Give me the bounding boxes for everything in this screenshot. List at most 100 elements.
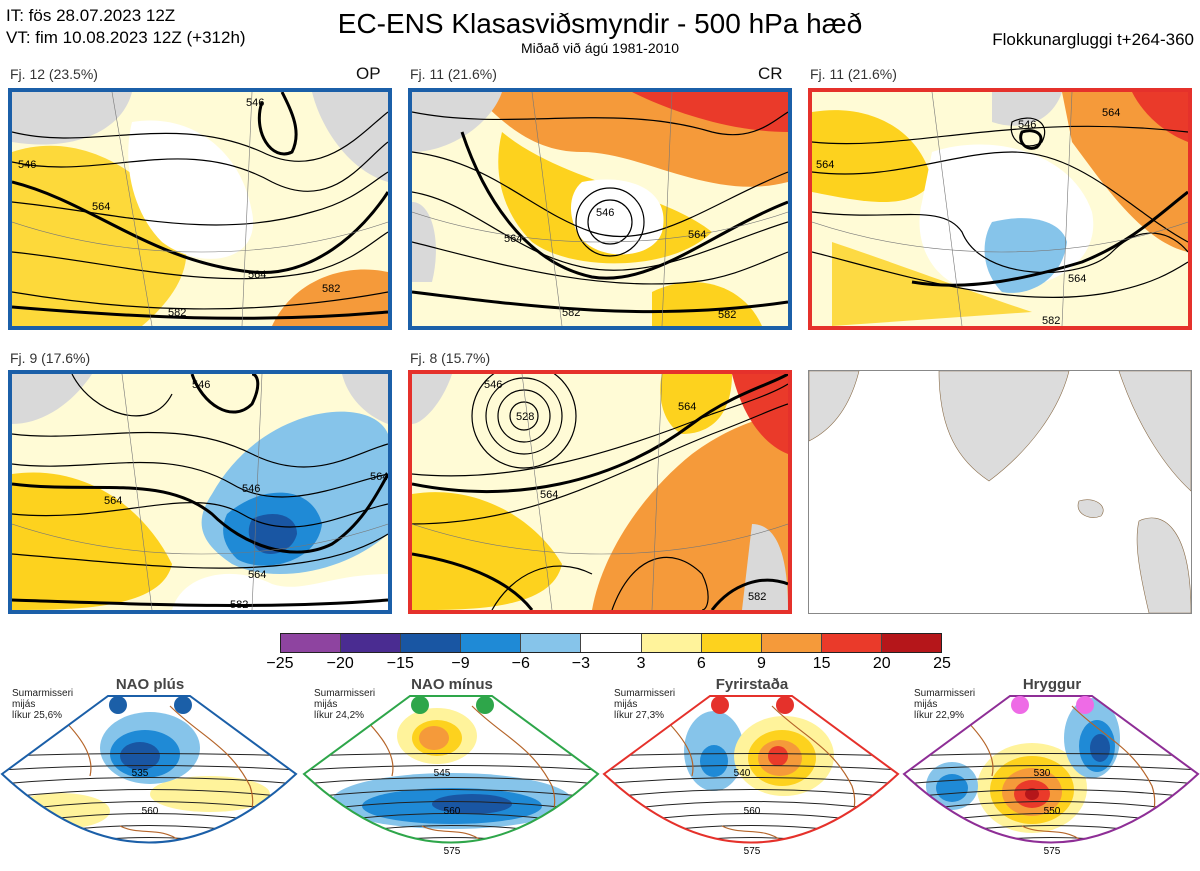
regime-fan-map: 530 550 575: [902, 695, 1200, 862]
contour-label: 560: [444, 806, 461, 817]
valid-time: VT: fim 10.08.2023 12Z (+312h): [6, 28, 246, 47]
contour-label: 564: [816, 159, 834, 171]
panel-1-label: Fj. 12 (23.5%): [10, 66, 98, 82]
colorbar-swatch: [821, 634, 882, 652]
height-contour: [2, 789, 296, 799]
contour-label: 560: [744, 806, 761, 817]
regime-marker-dot: [1076, 696, 1094, 714]
height-contour: [2, 777, 296, 785]
cluster-map-1-svg: 546 546 564 564 582 582: [12, 92, 388, 326]
contour-label: 564: [248, 269, 266, 281]
page-title: EC-ENS Klasasviðsmyndir - 500 hPa hæð: [337, 8, 863, 39]
colorbar-tick-label: 25: [933, 655, 951, 672]
contour-label: 528: [516, 411, 534, 423]
anomaly-blob: [419, 726, 449, 750]
contour-label: 546: [484, 379, 502, 391]
colorbar-swatch: [401, 634, 462, 652]
cluster-map-3-svg: 546 564 564 564 582: [812, 92, 1188, 326]
contour-label: 582: [562, 307, 580, 319]
regime-note: líkur 25,6%: [12, 710, 63, 721]
regime-panel: Fyrirstaða Sumarmisseri mijás líkur 27,3% 54…: [602, 676, 900, 871]
anomaly-blob: [1014, 850, 1046, 862]
empty-map-svg: [809, 371, 1191, 613]
page-subtitle: Miðað við ágú 1981-2010: [520, 40, 679, 56]
regime-note: mijás: [914, 699, 938, 710]
regime-frame: [0, 695, 298, 844]
contour-label: 575: [744, 846, 761, 857]
regime-title: NAO mínus: [411, 676, 493, 693]
regime-note: Sumarmisseri: [314, 688, 376, 699]
contour-label: 564: [688, 229, 706, 241]
colorbar-swatch: [281, 634, 342, 652]
regime-note: líkur 27,3%: [614, 710, 665, 721]
regime-title: Hryggur: [1022, 676, 1082, 693]
regime-marker-dot: [476, 696, 494, 714]
regime-marker-dot: [776, 696, 794, 714]
contour-label: 575: [1044, 846, 1061, 857]
cluster-map-2-svg: 546 564 564 582 582: [412, 92, 788, 326]
regime-note: líkur 24,2%: [314, 710, 365, 721]
colorbar-swatch: [761, 634, 822, 652]
regime-frame: [902, 695, 1200, 844]
regime-note: Sumarmisseri: [614, 688, 676, 699]
contour-label: 546: [596, 207, 614, 219]
colorbar-swatch: [641, 634, 702, 652]
height-contour: [304, 753, 598, 757]
colorbar-swatch: [581, 634, 642, 652]
colorbar-tick-label: −20: [326, 655, 354, 672]
height-contour: [0, 850, 298, 869]
panel-5-label: Fj. 8 (15.7%): [410, 350, 491, 366]
contour-label: 582: [718, 309, 736, 321]
colorbar-tick-label: −3: [571, 655, 591, 672]
cluster-map-4-svg: 546 546 564 564 564 582: [12, 374, 388, 610]
cluster-map-2: 546 564 564 582 582: [408, 88, 792, 330]
regime-marker-dot: [1011, 696, 1029, 714]
contour-label: 546: [242, 483, 260, 495]
height-contour: [304, 837, 598, 843]
colorbar-tick-label: −6: [511, 655, 530, 672]
height-contour: [2, 765, 296, 771]
contour-label: 582: [168, 307, 186, 319]
regime-note: mijás: [12, 699, 36, 710]
cluster-map-3: 546 564 564 564 582: [808, 88, 1192, 330]
contour-label: 560: [142, 806, 159, 817]
colorbar-swatches: [280, 633, 942, 653]
contour-label: 564: [504, 233, 522, 245]
anomaly-blob: [120, 742, 160, 770]
regime-title: NAO plús: [115, 676, 185, 693]
cluster-map-5-svg: 528 546 564 564 582: [412, 374, 788, 610]
regime-marker-dot: [411, 696, 429, 714]
height-contour: [2, 837, 296, 843]
regime-marker-dot: [174, 696, 192, 714]
colorbar-swatch: [341, 634, 402, 652]
height-contour: [604, 837, 898, 843]
regime-fan-map: 545 560 575: [302, 695, 600, 857]
contour-label: 564: [678, 401, 696, 413]
height-contour: [904, 837, 1198, 843]
anomaly-blob: [150, 776, 270, 812]
colorbar: [280, 633, 942, 653]
contour-label: 530: [1034, 768, 1051, 779]
regime-note: líkur 22,9%: [914, 710, 965, 721]
regime-panel: Hryggur Sumarmisseri mijás líkur 22,9% 530 55…: [902, 676, 1200, 871]
contour-label: 564: [370, 471, 388, 483]
regime-panel: NAO plús Sumarmisseri mijás líkur 25,6% 535 5…: [0, 676, 298, 871]
contour-label: 546: [1018, 119, 1036, 131]
init-time: IT: fös 28.07.2023 12Z: [6, 6, 176, 25]
contour-label: 564: [104, 495, 122, 507]
colorbar-tick-label: −25: [266, 655, 294, 672]
regime-note: Sumarmisseri: [12, 688, 74, 699]
cluster-map-4: 546 546 564 564 564 582: [8, 370, 392, 614]
anomaly-blob: [432, 794, 512, 814]
regime-marker-dot: [109, 696, 127, 714]
cluster-map-5: 528 546 564 564 582: [408, 370, 792, 614]
classification-window: Flokkunargluggi t+264-360: [992, 30, 1194, 49]
regime-panel: NAO mínus Sumarmisseri mijás líkur 24,2% 545…: [302, 676, 600, 871]
height-contour: [604, 777, 898, 785]
panel-3-label: Fj. 11 (21.6%): [810, 66, 897, 82]
regime-fan-map: 540 560 575: [602, 695, 900, 857]
contour-label: 582: [748, 591, 766, 603]
regime-note: mijás: [614, 699, 638, 710]
height-contour: [304, 765, 598, 771]
colorbar-tick-label: 9: [757, 655, 766, 672]
